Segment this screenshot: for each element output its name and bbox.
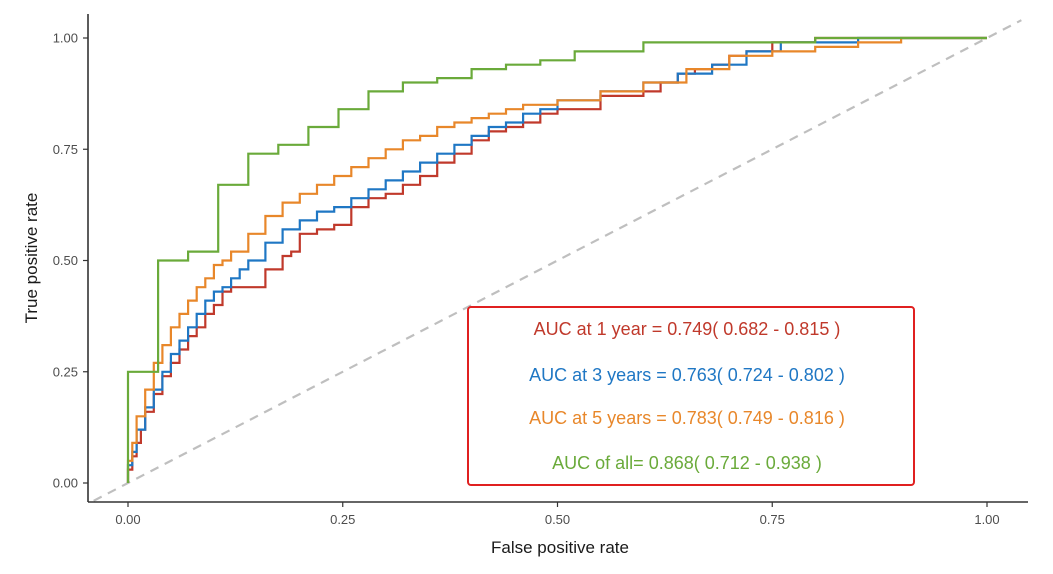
auc-legend-box (467, 306, 915, 486)
series-layer (126, 36, 987, 483)
x-tick-label: 0.25 (330, 512, 355, 527)
auc-annotation: AUC at 3 years = 0.763( 0.724 - 0.802 ) (529, 365, 845, 385)
auc-annotation: AUC of all= 0.868( 0.712 - 0.938 ) (552, 453, 822, 473)
y-tick-label: 0.75 (53, 142, 78, 157)
y-axis-title: True positive rate (22, 193, 41, 324)
y-tick-label: 1.00 (53, 31, 78, 46)
y-tick-label: 0.25 (53, 364, 78, 379)
x-tick-label: 0.50 (545, 512, 570, 527)
x-axis-title: False positive rate (491, 538, 629, 557)
y-tick-label: 0.50 (53, 253, 78, 268)
ticks: 0.00 0.25 0.50 0.75 1.00 0.00 0.25 0.50 0.75 1.00 (53, 31, 1000, 528)
roc-curve-3 (126, 36, 987, 483)
auc-annotation: AUC at 5 years = 0.783( 0.749 - 0.816 ) (529, 408, 845, 428)
x-tick-label: 1.00 (974, 512, 999, 527)
x-tick-label: 0.75 (760, 512, 785, 527)
roc-curve-4 (126, 36, 987, 483)
auc-annotation: AUC at 1 year = 0.749( 0.682 - 0.815 ) (534, 319, 841, 339)
y-tick-label: 0.00 (53, 476, 78, 491)
auc-legend: AUC at 1 year = 0.749( 0.682 - 0.815 ) AU… (467, 306, 915, 486)
reference-diagonal (93, 19, 1022, 502)
x-tick-label: 0.00 (115, 512, 140, 527)
reference-diagonal-line (93, 19, 1022, 502)
